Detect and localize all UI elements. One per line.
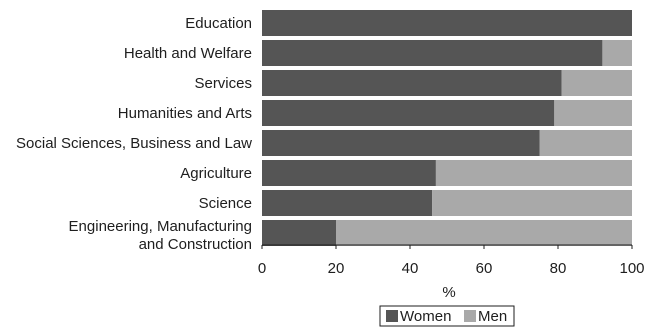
x-tick-label-100: 100: [619, 260, 644, 277]
bar-women-social-sciences-business-and-law: [262, 130, 540, 156]
legend-swatch-men: [464, 310, 476, 322]
x-tick-label-20: 20: [328, 260, 345, 277]
bar-women-health-and-welfare: [262, 40, 603, 66]
x-tick-label-0: 0: [258, 260, 266, 277]
x-tick-label-80: 80: [550, 260, 567, 277]
bar-women-agriculture: [262, 160, 436, 186]
legend-label-men: Men: [478, 308, 507, 325]
legend-label-women: Women: [400, 308, 451, 325]
bar-men-agriculture: [435, 160, 632, 186]
bar-women-services: [262, 70, 562, 96]
bar-men-engineering-manufacturing-and-construction: [336, 220, 632, 246]
category-label-social-sciences-business-and-law: Social Sciences, Business and Law: [16, 135, 252, 152]
category-label-health-and-welfare: Health and Welfare: [124, 45, 252, 62]
bar-women-engineering-manufacturing-and-construction: [262, 220, 336, 246]
bar-men-health-and-welfare: [602, 40, 632, 66]
legend: Women Men: [379, 305, 515, 327]
x-tick-label-60: 60: [476, 260, 493, 277]
category-label-science: Science: [199, 195, 252, 212]
bar-women-science: [262, 190, 433, 216]
x-axis-ticks: 0 20 40 60 80 100: [258, 245, 645, 277]
category-label-services: Services: [194, 75, 252, 92]
legend-box: [379, 305, 515, 327]
category-labels: Education Health and Welfare Services Human…: [16, 15, 252, 253]
bar-women-humanities-and-arts: [262, 100, 555, 126]
bar-women-education: [262, 10, 632, 36]
x-axis-title: %: [442, 284, 455, 301]
category-label-humanities-and-arts: Humanities and Arts: [118, 105, 252, 122]
bar-men-science: [432, 190, 632, 216]
category-label-education: Education: [185, 15, 252, 32]
bar-men-services: [561, 70, 632, 96]
category-label-agriculture: Agriculture: [180, 165, 252, 182]
bar-men-humanities-and-arts: [554, 100, 632, 126]
legend-swatch-women: [386, 310, 398, 322]
category-label-engineering-manufacturing-and-construction: Engineering, Manufacturing and Constructi…: [69, 218, 252, 253]
bar-men-social-sciences-business-and-law: [539, 130, 632, 156]
x-tick-label-40: 40: [402, 260, 419, 277]
bars: [262, 10, 632, 246]
